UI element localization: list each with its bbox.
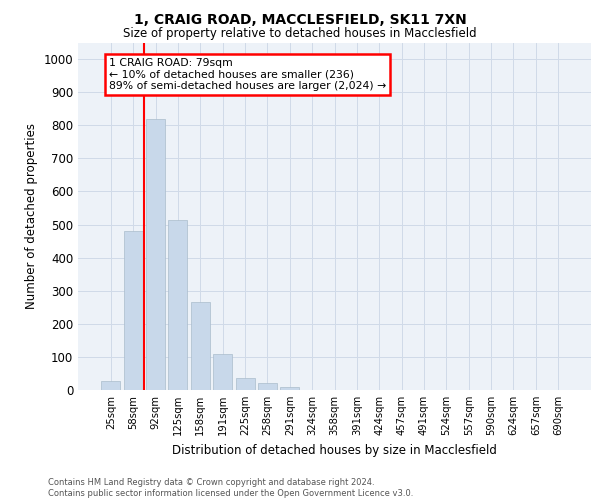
Text: Size of property relative to detached houses in Macclesfield: Size of property relative to detached ho… [123, 28, 477, 40]
Bar [191, 302, 210, 390]
Bar [258, 382, 277, 390]
Bar [280, 386, 299, 390]
Bar [169, 220, 187, 390]
Text: 1 CRAIG ROAD: 79sqm
← 10% of detached houses are smaller (236)
89% of semi-detac: 1 CRAIG ROAD: 79sqm ← 10% of detached ho… [109, 58, 386, 92]
Bar [124, 231, 143, 390]
X-axis label: Distribution of detached houses by size in Macclesfield: Distribution of detached houses by size … [172, 444, 497, 456]
Bar [236, 378, 254, 390]
Bar [146, 118, 165, 390]
Bar [101, 380, 121, 390]
Text: Contains HM Land Registry data © Crown copyright and database right 2024.
Contai: Contains HM Land Registry data © Crown c… [48, 478, 413, 498]
Bar [213, 354, 232, 390]
Text: 1, CRAIG ROAD, MACCLESFIELD, SK11 7XN: 1, CRAIG ROAD, MACCLESFIELD, SK11 7XN [134, 12, 466, 26]
Y-axis label: Number of detached properties: Number of detached properties [25, 123, 38, 309]
